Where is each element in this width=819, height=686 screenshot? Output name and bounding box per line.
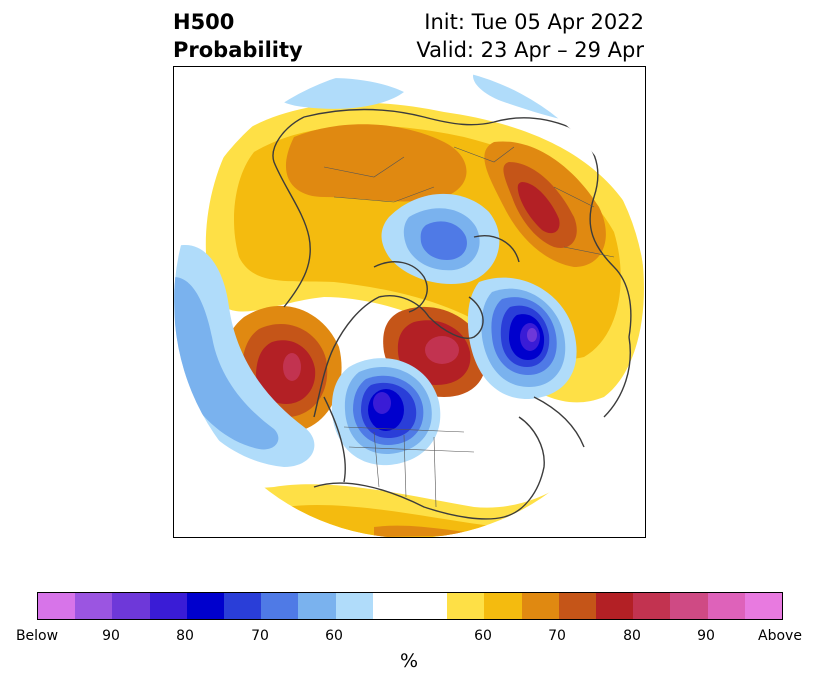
colorbar-tick-label: 70: [548, 628, 566, 644]
colorbar-tick-label: 80: [176, 628, 194, 644]
colorbar-segment: [112, 593, 150, 619]
colorbar-segment: [224, 593, 262, 619]
colorbar-segment: [149, 593, 187, 619]
coastlines: [272, 108, 632, 520]
colorbar-segment: [298, 593, 336, 619]
title-variable: H500: [173, 10, 235, 34]
borders: [323, 146, 615, 508]
colorbar-segment: [707, 593, 745, 619]
colorbar-segment: [186, 593, 225, 619]
title-type: Probability: [173, 38, 303, 62]
colorbar-tick-label: 60: [325, 628, 343, 644]
colorbar-segment: [596, 593, 634, 619]
colorbar-segment: [261, 593, 299, 619]
colorbar-segment: [744, 593, 783, 619]
colorbar-tick-label: Above: [758, 628, 802, 644]
colorbar-tick-label: 90: [697, 628, 715, 644]
colorbar-tick-label: 70: [251, 628, 269, 644]
colorbar-segment: [558, 593, 597, 619]
colorbar-tick-label: 60: [474, 628, 492, 644]
colorbar-segment: [335, 593, 373, 619]
colorbar-segment: [633, 593, 671, 619]
colorbar-segment: [372, 593, 448, 619]
colorbar-segment: [447, 593, 485, 619]
colorbar-tick-label: 80: [623, 628, 641, 644]
colorbar: [37, 592, 783, 620]
colorbar-tick-label: 90: [102, 628, 120, 644]
colorbar-segment: [38, 593, 76, 619]
plot-title-right: Init: Tue 05 Apr 2022 Valid: 23 Apr – 29…: [416, 8, 644, 64]
colorbar-segment: [521, 593, 559, 619]
colorbar-segment: [670, 593, 708, 619]
probability-map-svg: [174, 67, 645, 537]
colorbar-unit: %: [399, 650, 419, 672]
below-normal-regions: [174, 72, 584, 467]
init-date: Init: Tue 05 Apr 2022: [424, 10, 644, 34]
plot-title-left: H500 Probability: [173, 8, 303, 64]
colorbar-segment: [484, 593, 522, 619]
colorbar-segment: [75, 593, 113, 619]
colorbar-tick-label: Below: [15, 628, 59, 644]
polar-map: [173, 66, 646, 538]
valid-range: Valid: 23 Apr – 29 Apr: [416, 38, 644, 62]
